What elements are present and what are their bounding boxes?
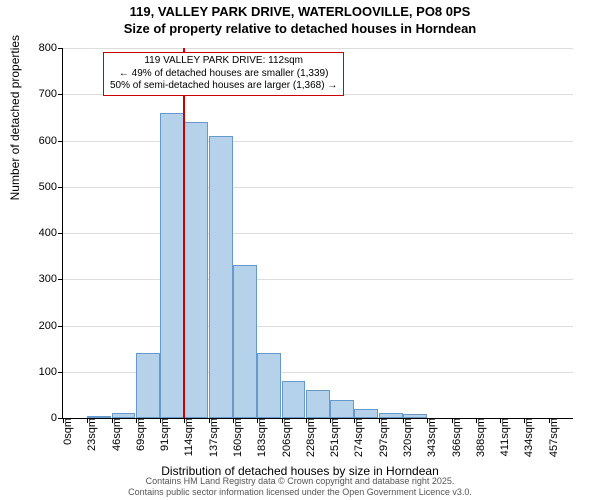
histogram-bar [282, 381, 306, 418]
x-tick-label: 297sqm [376, 418, 390, 457]
gridline [63, 233, 573, 234]
x-tick-mark [379, 418, 380, 423]
histogram-bar [403, 414, 427, 418]
annotation-box: 119 VALLEY PARK DRIVE: 112sqm← 49% of de… [103, 52, 344, 96]
x-tick-mark [330, 418, 331, 423]
footer-line1: Contains HM Land Registry data © Crown c… [0, 476, 600, 487]
histogram-bar [257, 353, 281, 418]
y-tick-mark [58, 233, 63, 234]
gridline [63, 187, 573, 188]
x-tick-mark [306, 418, 307, 423]
x-tick-mark [452, 418, 453, 423]
x-tick-mark [112, 418, 113, 423]
x-tick-mark [87, 418, 88, 423]
x-tick-label: 457sqm [546, 418, 560, 457]
histogram-bar [233, 265, 257, 418]
x-tick-label: 388sqm [473, 418, 487, 457]
x-tick-label: 206sqm [279, 418, 293, 457]
gridline [63, 141, 573, 142]
x-tick-label: 137sqm [206, 418, 220, 457]
histogram-bar [184, 122, 208, 418]
chart-footer: Contains HM Land Registry data © Crown c… [0, 476, 600, 498]
x-tick-mark [524, 418, 525, 423]
annotation-line: 119 VALLEY PARK DRIVE: 112sqm [110, 55, 337, 68]
y-tick-mark [58, 94, 63, 95]
footer-line2: Contains public sector information licen… [0, 487, 600, 498]
x-tick-label: 160sqm [230, 418, 244, 457]
x-tick-mark [209, 418, 210, 423]
x-tick-label: 366sqm [449, 418, 463, 457]
x-tick-mark [160, 418, 161, 423]
histogram-bar [87, 416, 111, 418]
histogram-bar [379, 413, 403, 418]
x-tick-mark [282, 418, 283, 423]
histogram-bar [136, 353, 160, 418]
x-tick-mark [184, 418, 185, 423]
histogram-bar [306, 390, 330, 418]
y-tick-mark [58, 279, 63, 280]
gridline [63, 279, 573, 280]
chart-title: 119, VALLEY PARK DRIVE, WATERLOOVILLE, P… [0, 0, 600, 38]
x-tick-label: 434sqm [521, 418, 535, 457]
histogram-bar [330, 400, 354, 419]
x-tick-mark [427, 418, 428, 423]
x-tick-mark [257, 418, 258, 423]
x-tick-mark [63, 418, 64, 423]
annotation-line: 50% of semi-detached houses are larger (… [110, 80, 337, 93]
x-tick-mark [354, 418, 355, 423]
histogram-bar [112, 413, 136, 418]
annotation-line: ← 49% of detached houses are smaller (1,… [110, 68, 337, 81]
y-tick-mark [58, 187, 63, 188]
y-axis-label: Number of detached properties [8, 35, 22, 200]
x-tick-label: 320sqm [400, 418, 414, 457]
x-tick-label: 183sqm [254, 418, 268, 457]
x-tick-mark [403, 418, 404, 423]
y-tick-mark [58, 48, 63, 49]
histogram-bar [160, 113, 184, 418]
x-tick-mark [476, 418, 477, 423]
x-tick-label: 251sqm [327, 418, 341, 457]
x-tick-label: 343sqm [424, 418, 438, 457]
gridline [63, 326, 573, 327]
y-tick-mark [58, 372, 63, 373]
gridline [63, 48, 573, 49]
chart-plot-area: 01002003004005006007008000sqm23sqm46sqm6… [62, 48, 573, 419]
histogram-bar [354, 409, 378, 418]
x-tick-label: 228sqm [303, 418, 317, 457]
x-tick-mark [500, 418, 501, 423]
x-tick-mark [136, 418, 137, 423]
x-tick-mark [233, 418, 234, 423]
x-tick-mark [549, 418, 550, 423]
x-tick-label: 411sqm [497, 418, 511, 456]
x-tick-label: 114sqm [181, 418, 195, 456]
title-line1: 119, VALLEY PARK DRIVE, WATERLOOVILLE, P… [0, 4, 600, 21]
x-tick-label: 274sqm [351, 418, 365, 457]
reference-line [183, 48, 185, 418]
y-tick-mark [58, 141, 63, 142]
title-line2: Size of property relative to detached ho… [0, 21, 600, 38]
histogram-bar [209, 136, 233, 418]
y-tick-mark [58, 326, 63, 327]
